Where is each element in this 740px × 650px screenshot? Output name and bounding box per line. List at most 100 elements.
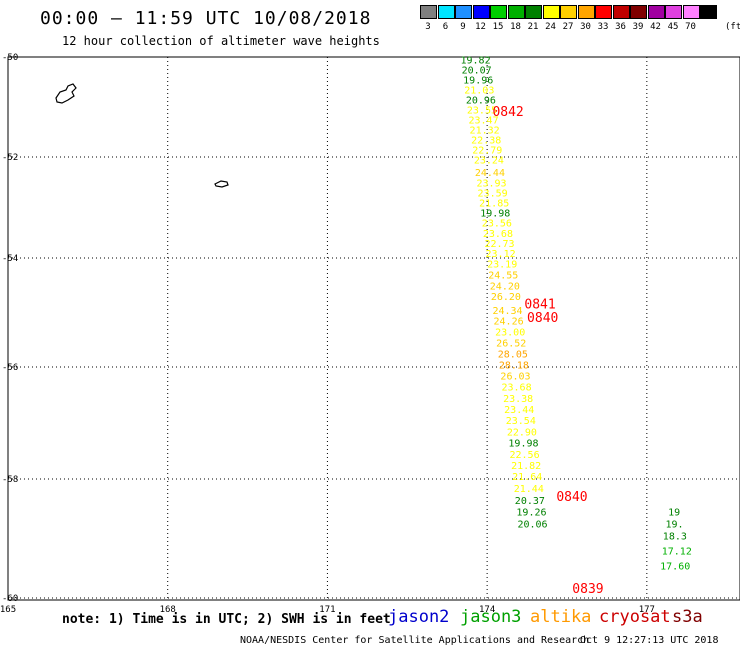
legend-label: 42 [650,22,661,32]
legend-swatch [612,5,630,19]
legend-label: 70 [685,22,696,32]
legend-label: 45 [667,22,679,32]
swh-value: 22.90 [507,427,537,438]
swh-value: 20.06 [517,520,547,531]
swh-value: 26.52 [496,338,526,349]
page-subtitle: 12 hour collection of altimeter wave hei… [62,34,380,48]
swh-value: 23.59 [478,188,508,199]
legend-label: 15 [492,22,504,32]
page-title: 00:00 — 11:59 UTC 10/08/2018 [40,8,372,29]
track-time-label: 0839 [572,582,603,597]
swh-value: 23.24 [474,156,504,167]
swh-value: 22.79 [472,146,502,157]
swh-value: 22.73 [484,239,514,250]
swh-value: 23.38 [503,394,533,405]
satellite-altika: altika [530,607,592,627]
island-auckland [55,83,77,104]
swh-value: 19. [665,520,683,531]
legend-label: 21 [527,22,539,32]
swh-value: 24.55 [488,270,518,281]
legend-label: 9 [460,22,466,32]
lon-tick-label: 168 [160,605,176,615]
lat-tick-label: -54 [2,254,18,264]
legend-label: 12 [475,22,486,32]
swh-value: 19.98 [480,209,510,220]
legend-swatch [542,5,560,19]
legend-swatch [665,5,682,19]
legend-swatch [647,5,665,19]
swh-value: 19.26 [516,508,546,519]
legend-label: 30 [580,22,591,32]
swh-value: 17.12 [662,546,692,557]
satellite-jason2: jason2 [388,607,450,627]
legend-swatch [630,5,647,19]
legend-swatch [472,5,490,19]
legend-label: 27 [562,22,574,32]
swh-value: 24.34 [492,306,522,317]
legend-swatch [577,5,595,19]
swh-value: 21.32 [470,126,500,137]
satellite-cryosat: cryosat [599,607,671,627]
legend-swatch [700,5,717,19]
legend-label: 36 [615,22,626,32]
swh-value: 20.07 [462,66,492,77]
swh-value: 23.00 [495,328,525,339]
swh-value: 24.44 [475,168,505,179]
swh-value: 23.55 [467,106,497,117]
lat-tick-label: -56 [2,363,18,373]
legend-swatch [437,5,455,19]
legend-swatch [560,5,577,19]
footer-credit: NOAA/NESDIS Center for Satellite Applica… [240,635,590,646]
swh-value: 20.37 [515,496,545,507]
swh-value: 23.54 [506,416,536,427]
track-time-label: 0842 [492,105,523,120]
swh-value: 24.26 [494,317,524,328]
swh-value: 22.38 [471,136,501,147]
swh-value: 23.44 [504,405,534,416]
swh-value: 19 [668,508,680,519]
track-time-label: 0840 [556,490,587,505]
legend-swatch [525,5,542,19]
lon-tick-label: 177 [639,605,655,615]
swh-value: 23.93 [476,178,506,189]
legend-label: 6 [442,22,449,32]
swh-value: 28.05 [498,349,528,360]
legend-swatch [455,5,472,19]
swh-value: 21.03 [464,86,494,97]
island-campbell [214,180,229,188]
swh-value: 21.64 [512,472,542,483]
legend-label: 39 [632,22,644,32]
footer-note: note: 1) Time is in UTC; 2) SWH is in fe… [62,612,391,627]
swh-value: 19.82 [461,56,491,67]
legend-swatch [490,5,507,19]
legend-label: 3 [425,22,431,32]
legend-swatch [595,5,612,19]
swh-value: 21.44 [514,484,544,495]
swh-value: 23.56 [482,219,512,230]
swh-value: 26.03 [500,371,530,382]
swh-value: 23.47 [468,116,498,127]
swh-value: 22.56 [509,450,539,461]
swh-value: 18.3 [663,532,687,543]
track-time-label: 0840 [527,311,558,326]
swh-value: 17.60 [660,561,690,572]
track-time-label: 0841 [524,297,555,312]
swh-value: 26.20 [491,292,521,303]
swh-value: 23.12 [486,249,516,260]
legend-unit: (ft) [725,22,740,32]
plot-frame [7,56,740,601]
lat-tick-label: -50 [2,53,18,63]
legend-label: 18 [510,22,521,32]
lon-tick-label: 174 [479,605,495,615]
satellite-jason3: jason3 [460,607,522,627]
legend-label: 24 [545,22,556,32]
lon-tick-label: 171 [319,605,335,615]
legend-swatch [682,5,700,19]
legend-swatch [420,5,437,19]
satellite-s3a: s3a [672,607,703,627]
swh-value: 21.85 [479,198,509,209]
swh-value: 19.98 [508,439,538,450]
swh-value: 19.96 [463,76,493,87]
swh-value: 28.18 [499,360,529,371]
